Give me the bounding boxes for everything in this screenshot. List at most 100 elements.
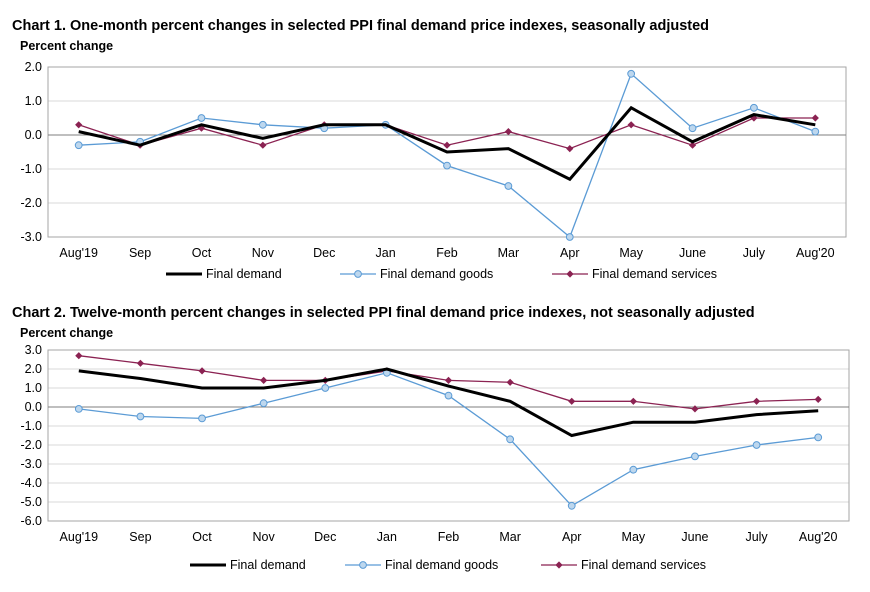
legend-marker-icon — [354, 270, 362, 278]
chart-2-title: Chart 2. Twelve-month percent changes in… — [12, 305, 755, 321]
plot-frame — [47, 349, 850, 522]
x-tick-label: Mar — [498, 246, 520, 260]
data-point-final-demand-services — [814, 395, 822, 403]
data-point-final-demand-goods — [443, 161, 451, 170]
legend-label: Final demand services — [581, 558, 706, 572]
legend-label: Final demand goods — [380, 267, 493, 281]
x-tick-label: Aug'19 — [60, 530, 99, 544]
y-tick-label: -2.0 — [20, 196, 42, 210]
data-point-final-demand-services — [568, 397, 576, 405]
data-point-final-demand-goods — [506, 435, 515, 444]
chart-1: 2.0 1.0 0.0 -1.0 -2.0 -3.0 Aug'19 Sep Oct Nov Dec J… — [20, 60, 847, 281]
x-tick-label: Aug'19 — [59, 246, 98, 260]
data-point-final-demand-goods — [74, 141, 83, 150]
x-tick-label: Oct — [192, 246, 212, 260]
x-tick-label: May — [622, 530, 646, 544]
legend-item-final-demand: Final demand — [166, 267, 282, 281]
data-point-final-demand-goods — [197, 114, 206, 122]
x-tick-label: Mar — [499, 530, 521, 544]
x-tick-label: Aug'20 — [799, 530, 838, 544]
y-tick-label: 2.0 — [25, 60, 42, 74]
data-point-final-demand-goods — [565, 233, 574, 241]
data-point-final-demand-services — [443, 141, 451, 149]
y-tick-label: -1.0 — [20, 419, 42, 433]
data-point-final-demand-goods — [814, 433, 823, 442]
x-tick-label: June — [681, 530, 708, 544]
chart-1-title: Chart 1. One-month percent changes in se… — [12, 18, 710, 34]
x-tick-label: Oct — [192, 530, 212, 544]
data-point-final-demand-goods — [627, 69, 636, 78]
data-point-final-demand-services — [506, 378, 514, 386]
legend-label: Final demand goods — [385, 558, 498, 572]
legend-label: Final demand — [230, 558, 306, 572]
series-line-final-demand — [78, 367, 819, 438]
data-point-final-demand-goods — [504, 182, 513, 190]
legend-item-final-demand-goods: Final demand goods — [340, 267, 493, 281]
x-tick-label: Nov — [253, 530, 276, 544]
data-point-final-demand-goods — [321, 384, 330, 392]
legend-marker-icon — [555, 561, 563, 569]
y-tick-label: -3.0 — [20, 230, 42, 244]
data-point-final-demand-services — [752, 397, 761, 405]
y-tick-label: -4.0 — [20, 476, 42, 490]
y-tick-label: -6.0 — [20, 514, 42, 528]
y-tick-label: -3.0 — [20, 457, 42, 471]
y-tick-label: 0.0 — [25, 128, 42, 142]
data-point-final-demand-services — [504, 128, 512, 136]
data-point-final-demand-services — [259, 141, 267, 149]
data-point-final-demand-goods — [750, 103, 758, 112]
legend-label: Final demand services — [592, 267, 717, 281]
data-point-final-demand-goods — [752, 441, 761, 449]
legend-item-final-demand-services: Final demand services — [552, 267, 717, 281]
chart-2: 3.0 2.0 1.0 0.0 -1.0 -2.0 -3.0 -4.0 -5.0 -6.0 Aug'… — [20, 343, 850, 572]
x-tick-label: June — [679, 246, 706, 260]
y-tick-label: 1.0 — [25, 381, 42, 395]
data-point-final-demand-services — [627, 121, 635, 129]
x-tick-label: July — [745, 530, 768, 544]
data-point-final-demand-services — [260, 376, 268, 384]
data-point-final-demand-services — [811, 114, 819, 122]
data-point-final-demand-services — [75, 121, 83, 129]
chart-1-ylabel: Percent change — [20, 39, 114, 53]
x-tick-label: Dec — [313, 246, 335, 260]
y-tick-label: -1.0 — [20, 162, 42, 176]
data-point-final-demand-services — [198, 367, 206, 375]
y-tick-label: 3.0 — [25, 343, 42, 357]
data-point-final-demand-goods — [811, 127, 820, 136]
y-tick-label: -5.0 — [20, 495, 42, 509]
data-point-final-demand-services — [629, 397, 637, 405]
chart-2-ylabel: Percent change — [20, 326, 114, 340]
y-tick-label: 1.0 — [25, 94, 42, 108]
plot-frame — [47, 66, 847, 238]
x-tick-label: Sep — [129, 246, 151, 260]
data-point-final-demand-services — [75, 352, 83, 360]
x-tick-label: Jan — [377, 530, 397, 544]
x-tick-label: Apr — [562, 530, 581, 544]
series-line-final-demand — [78, 105, 816, 182]
data-point-final-demand-services — [691, 405, 699, 413]
data-point-final-demand-goods — [198, 414, 206, 423]
x-tick-label: May — [619, 246, 643, 260]
y-tick-label: 0.0 — [25, 400, 42, 414]
data-point-final-demand-goods — [136, 412, 145, 421]
data-point-final-demand-goods — [259, 399, 268, 408]
x-tick-label: Nov — [252, 246, 275, 260]
legend-label: Final demand — [206, 267, 282, 281]
data-point-final-demand-services — [688, 141, 697, 149]
data-point-final-demand-services — [136, 359, 145, 367]
x-tick-label: July — [743, 246, 766, 260]
data-point-final-demand-goods — [688, 124, 697, 133]
legend-item-final-demand-goods: Final demand goods — [345, 558, 498, 572]
x-tick-label: Feb — [436, 246, 458, 260]
data-point-final-demand-goods — [691, 452, 699, 461]
x-tick-label: Dec — [314, 530, 336, 544]
data-point-final-demand-goods — [74, 405, 83, 413]
x-tick-label: Feb — [438, 530, 460, 544]
x-tick-label: Aug'20 — [796, 246, 835, 260]
data-point-final-demand-services — [444, 376, 453, 384]
data-point-final-demand-goods — [444, 391, 453, 400]
legend-item-final-demand: Final demand — [190, 558, 306, 572]
x-tick-label: Sep — [129, 530, 151, 544]
legend-item-final-demand-services: Final demand services — [541, 558, 706, 572]
y-tick-label: -2.0 — [20, 438, 42, 452]
